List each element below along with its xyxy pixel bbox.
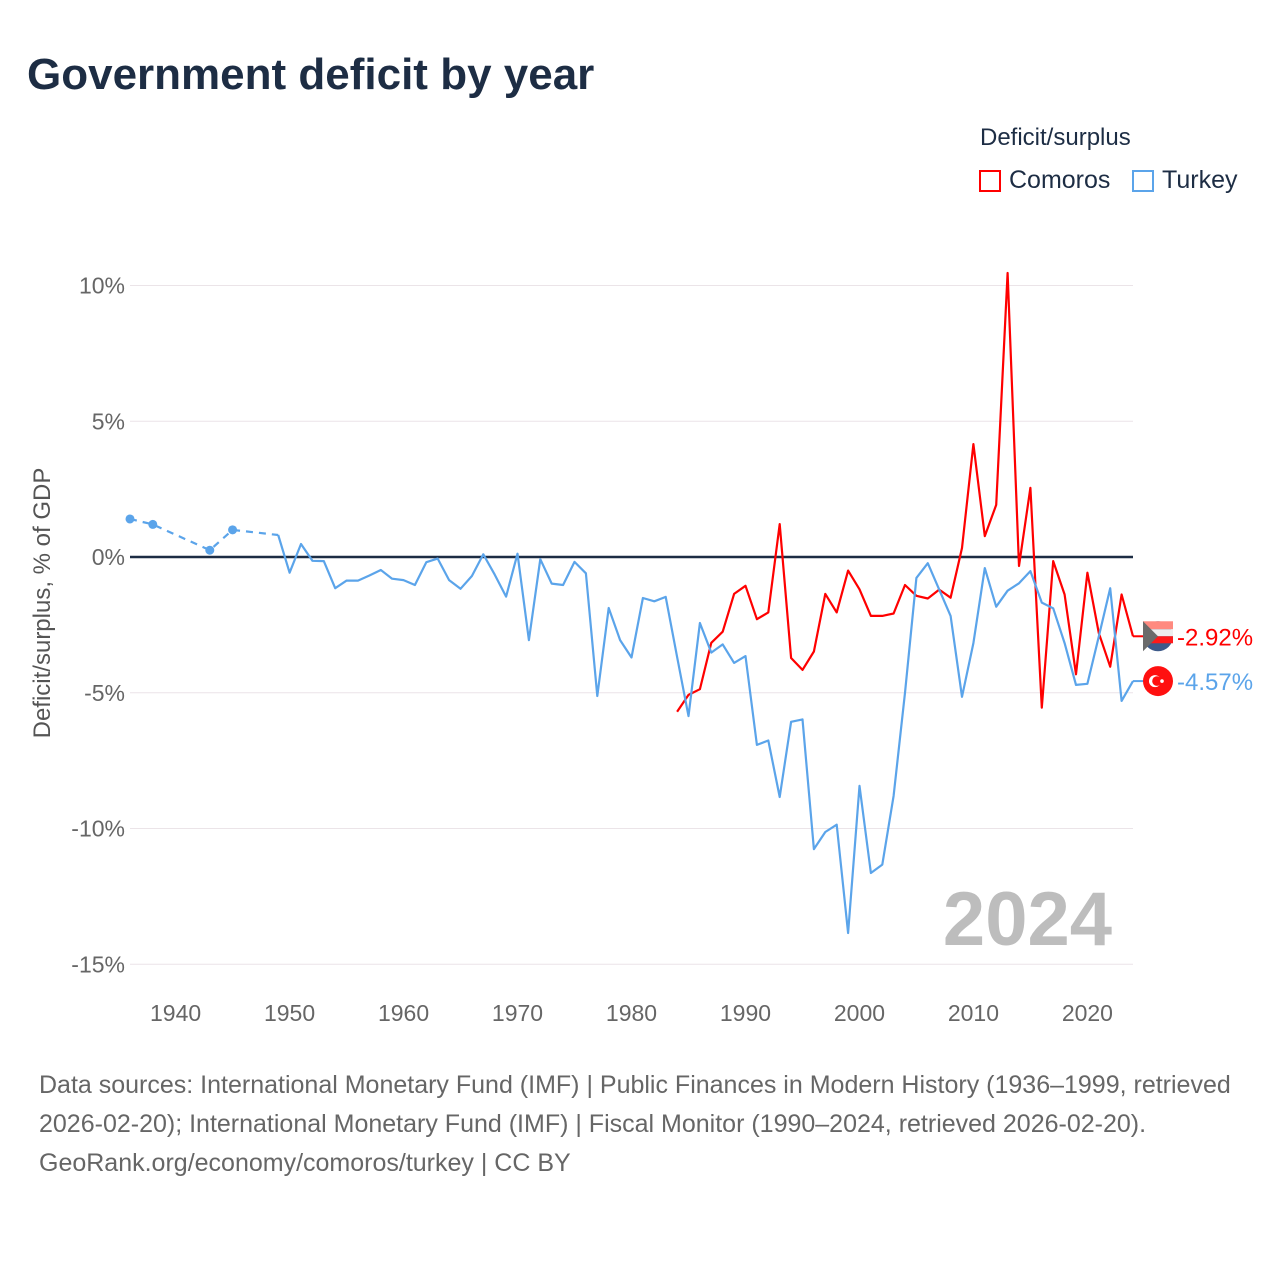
legend-label: Turkey (1162, 166, 1238, 194)
x-tick-label: 1940 (150, 1000, 201, 1026)
y-tick-label: 10% (79, 273, 125, 299)
x-tick-label: 2020 (1062, 1000, 1113, 1026)
y-tick-label: 5% (92, 408, 125, 434)
y-axis-label: Deficit/surplus, % of GDP (29, 468, 56, 739)
legend-item-turkey[interactable]: Turkey (1132, 166, 1237, 195)
legend-swatch-turkey (1132, 169, 1154, 192)
flag-stripe (1143, 621, 1173, 630)
data-sources: Data sources: International Monetary Fun… (39, 1071, 1231, 1138)
data-point-turkey (148, 519, 158, 529)
credit-link[interactable]: GeoRank.org/economy/comoros/turkey | CC … (39, 1149, 571, 1177)
series-line-turkey-sparse (129, 517, 279, 552)
x-tick-label: 2010 (948, 1000, 999, 1026)
data-point-turkey (125, 514, 135, 524)
x-tick-label: 1970 (492, 1000, 543, 1026)
y-tick-label: -10% (71, 816, 125, 842)
y-tick-label: -5% (84, 680, 125, 706)
flag-stripe (1143, 629, 1173, 637)
x-tick-label: 2000 (834, 1000, 885, 1026)
series-line-turkey (277, 534, 1134, 935)
current-year-watermark: 2024 (943, 877, 1112, 962)
legend-swatch-comoros (979, 169, 1001, 192)
legend-label: Comoros (1009, 166, 1111, 194)
page-title: Government deficit by year (27, 50, 595, 99)
flag-star (1160, 679, 1164, 683)
flag-stripe (1143, 636, 1173, 644)
y-tick-label: 0% (92, 544, 125, 570)
data-point-turkey (205, 545, 215, 555)
series-line-comoros (676, 271, 1135, 713)
end-value-label-comoros: -2.92% (1177, 624, 1253, 651)
end-value-label-turkey: -4.57% (1177, 669, 1253, 696)
x-tick-label: 1980 (606, 1000, 657, 1026)
data-point-turkey (228, 525, 238, 535)
x-tick-label: 1950 (264, 1000, 315, 1026)
flag-crescent-cut (1152, 676, 1162, 686)
legend-item-comoros[interactable]: Comoros (979, 166, 1110, 195)
footer: Data sources: International Monetary Fun… (39, 1066, 1239, 1183)
x-tick-label: 1960 (378, 1000, 429, 1026)
y-tick-label: -15% (71, 951, 125, 977)
legend-title: Deficit/surplus (980, 124, 1131, 151)
flag-triangle (1143, 621, 1158, 652)
x-tick-label: 1990 (720, 1000, 771, 1026)
